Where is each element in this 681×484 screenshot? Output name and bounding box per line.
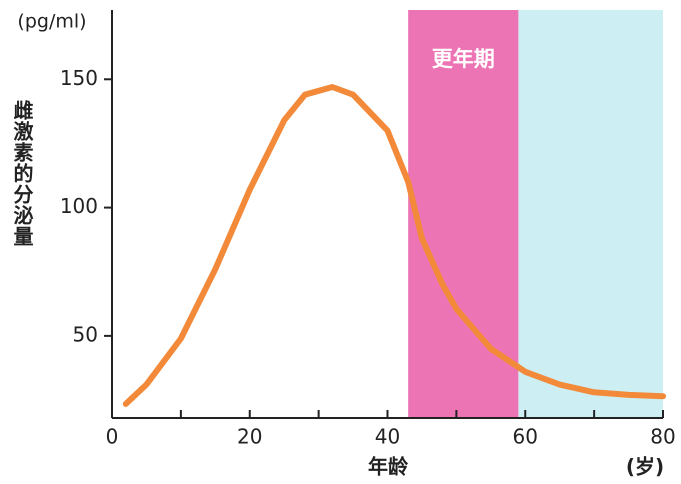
y-tick-label: 150: [60, 66, 98, 90]
x-tick-label: 20: [237, 425, 262, 449]
background: [408, 10, 663, 418]
y-tick-label: 50: [73, 322, 98, 346]
data-line: [122, 84, 666, 407]
y-axis-label: 雌激素的分泌量: [10, 99, 34, 247]
x-tick-label: 60: [513, 425, 538, 449]
x-axis-label: 年龄: [368, 455, 409, 479]
y-tick-label: 100: [60, 194, 98, 218]
x-tick-label: 40: [375, 425, 400, 449]
after-band-region: [518, 10, 663, 418]
x-tick-label: 0: [106, 425, 119, 449]
band-region: [408, 10, 519, 418]
y-unit-label: (pg/ml): [17, 11, 86, 33]
band-label: 更年期: [432, 47, 495, 71]
x-unit-label: (岁): [626, 455, 664, 479]
x-tick-label: 80: [650, 425, 675, 449]
